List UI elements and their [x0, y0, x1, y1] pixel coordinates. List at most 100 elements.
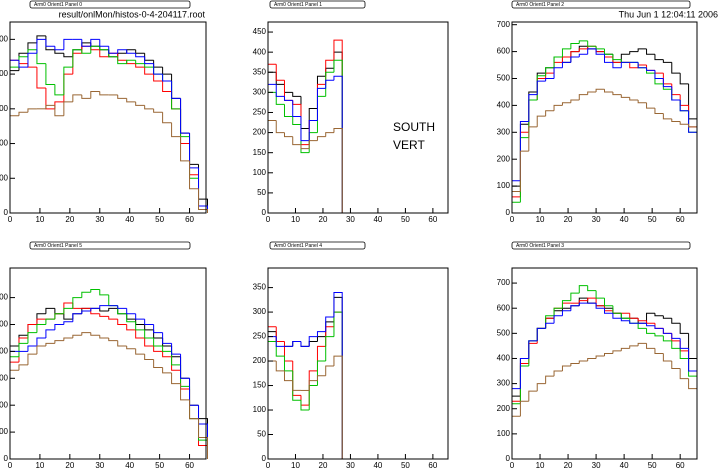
x-tick-label: 60	[428, 461, 437, 469]
histogram-step	[144, 329, 154, 339]
histogram-step	[578, 300, 588, 304]
histogram-step	[162, 74, 172, 82]
y-tick-label: 400	[497, 354, 511, 363]
y-tick-label: 50	[257, 188, 266, 197]
histogram-step	[316, 136, 326, 141]
histogram-step	[108, 46, 118, 54]
histogram-step	[153, 359, 163, 369]
histogram-step	[162, 367, 172, 374]
histogram-step	[646, 343, 655, 349]
histogram-step	[117, 319, 127, 325]
x-tick-label: 30	[95, 215, 104, 224]
histogram-step	[545, 67, 555, 76]
histogram-step	[81, 332, 91, 336]
histogram-step	[308, 140, 318, 149]
histogram-step	[36, 337, 46, 347]
histogram-step	[72, 334, 82, 338]
y-tick-label: 600	[0, 293, 9, 302]
plot: Arm0 Orient1 Panel 405010015020025030035…	[253, 241, 449, 469]
x-tick-label: 0	[266, 215, 271, 224]
histogram-step	[63, 313, 73, 320]
histogram-step	[553, 104, 563, 111]
histogram-step	[587, 91, 597, 95]
x-tick-label: 60	[428, 215, 437, 224]
y-tick-label: 100	[0, 427, 9, 436]
histogram-step	[679, 368, 689, 380]
frame	[511, 267, 698, 460]
histogram-step	[18, 60, 28, 68]
histogram-step	[587, 40, 597, 47]
title-box	[511, 241, 691, 250]
histogram-step	[180, 354, 190, 379]
histogram-step	[171, 81, 181, 99]
histogram-step	[595, 290, 605, 299]
histogram-step	[620, 94, 630, 98]
histogram-step	[561, 310, 571, 316]
histogram-step	[300, 341, 310, 347]
annotation: VERT	[393, 138, 425, 152]
histogram-step	[637, 100, 647, 104]
histogram-step	[679, 348, 689, 359]
histogram-step	[117, 340, 127, 347]
histogram-step	[292, 100, 301, 117]
x-tick-label: 20	[564, 461, 573, 469]
histogram-step	[135, 321, 145, 331]
histogram-step	[553, 56, 563, 68]
y-tick-label: 200	[253, 356, 267, 365]
y-tick-label: 500	[497, 74, 511, 83]
histogram-step	[545, 375, 555, 384]
histogram-step	[27, 52, 37, 68]
histogram-step	[308, 380, 318, 391]
histogram-step	[72, 297, 82, 309]
histogram-step	[63, 307, 73, 314]
histogram-step	[528, 126, 538, 152]
histogram-step	[135, 53, 145, 58]
plot: Arm0 Orient1 Panel 5 0 100 200 300 400 500 600 0…	[0, 241, 208, 469]
histogram-step	[99, 91, 109, 96]
histogram-step	[63, 53, 73, 58]
histogram-step	[553, 370, 563, 377]
histogram-step	[153, 346, 163, 352]
histogram-step	[45, 329, 55, 338]
histogram-step	[587, 357, 597, 361]
y-tick-label: 300	[253, 87, 267, 96]
histogram-step	[45, 39, 55, 47]
histogram-step	[545, 110, 555, 117]
histogram-step	[81, 49, 91, 54]
histogram-step	[587, 48, 597, 55]
histogram-step	[275, 64, 285, 81]
histogram-step	[679, 323, 689, 334]
histogram-step	[117, 56, 127, 65]
histogram-step	[578, 285, 588, 294]
histogram-step	[646, 67, 655, 71]
histogram-step	[180, 98, 190, 134]
histogram-step	[153, 337, 163, 347]
histogram-step	[536, 383, 546, 392]
histogram-step	[81, 310, 91, 314]
histogram-step	[637, 318, 647, 322]
histogram-step	[292, 340, 301, 347]
histogram-step	[545, 77, 555, 82]
histogram-step	[126, 324, 136, 331]
histogram-step	[162, 332, 172, 344]
y-tick-label: 400	[0, 69, 9, 78]
histogram-step	[144, 105, 154, 110]
x-tick-label: 40	[373, 461, 382, 469]
y-tick-label: 100	[253, 405, 267, 414]
x-tick-label: 0	[8, 461, 13, 469]
histogram-step	[604, 89, 613, 93]
y-tick-label: 500	[0, 320, 9, 329]
y-tick-label: 300	[497, 127, 511, 136]
x-tick-label: 50	[648, 461, 657, 469]
histogram-step	[654, 325, 664, 329]
y-tick-label: 250	[253, 108, 267, 117]
histogram-step	[612, 62, 622, 69]
histogram-step	[275, 361, 285, 372]
histogram-step	[171, 122, 181, 138]
histogram-step	[620, 347, 630, 351]
histogram-step	[570, 43, 580, 49]
panel-title: Arm0 Orient1 Panel 0	[34, 2, 82, 8]
histogram-step	[135, 60, 145, 65]
histogram-step	[646, 102, 655, 109]
histogram-step	[283, 104, 293, 117]
